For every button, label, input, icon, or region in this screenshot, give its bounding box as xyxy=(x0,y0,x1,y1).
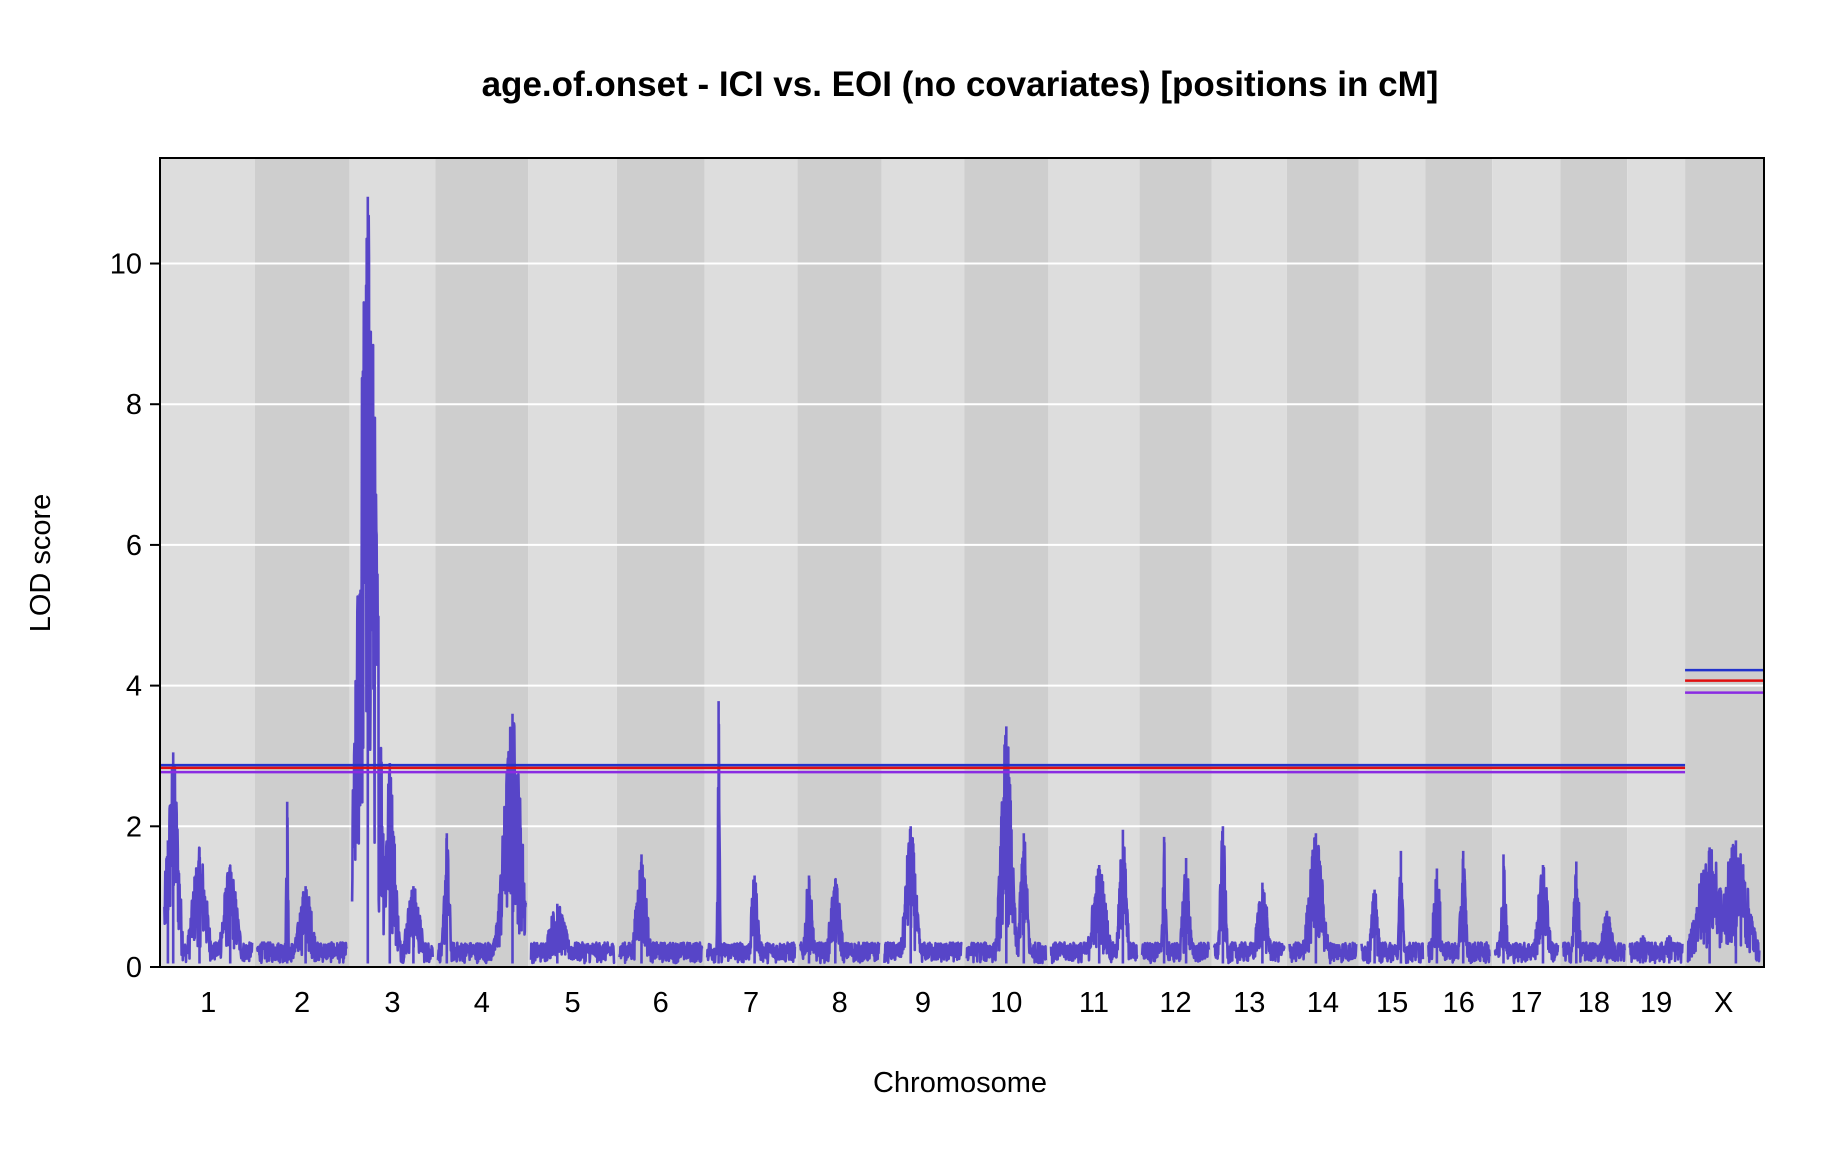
band-chr-11 xyxy=(1048,158,1140,967)
lod-trace-chr-6 xyxy=(618,854,704,965)
lod-trace-chr-17 xyxy=(1493,854,1560,965)
band-chr-5 xyxy=(528,158,617,967)
band-chr-18 xyxy=(1560,158,1628,967)
lod-trace-chr-2 xyxy=(256,801,348,965)
x-tick-label-chr-10: 10 xyxy=(990,987,1022,1019)
x-tick-label-chr-2: 2 xyxy=(294,987,310,1019)
band-chr-9 xyxy=(881,158,965,967)
x-tick-label-chr-18: 18 xyxy=(1578,987,1610,1019)
x-axis-ticks: 1 2 3 4 5 6 7 8 9 10 11 12 13 14 15 16 17 18 19 X xyxy=(200,987,1733,1019)
band-chr-15 xyxy=(1358,158,1426,967)
y-tick-label-4: 4 xyxy=(126,671,142,703)
lod-trace-chr-15 xyxy=(1360,850,1425,965)
lod-trace-chr-14 xyxy=(1288,833,1358,965)
threshold-lines xyxy=(160,668,1764,774)
band-chr-2 xyxy=(254,158,350,967)
lod-trace-chr-4 xyxy=(436,713,527,965)
band-chr-8 xyxy=(797,158,882,967)
x-tick-label-chr-16: 16 xyxy=(1443,987,1475,1019)
chart-title: age.of.onset - ICI vs. EOI (no covariate… xyxy=(482,65,1439,104)
lod-trace-group xyxy=(163,196,1761,965)
x-tick-label-chr-7: 7 xyxy=(743,987,759,1019)
plot-frame xyxy=(159,157,1765,968)
x-tick-label-chr-17: 17 xyxy=(1510,987,1542,1019)
x-tick-label-chr-9: 9 xyxy=(915,987,931,1019)
band-chr-16 xyxy=(1425,158,1493,967)
x-tick-label-chr-11: 11 xyxy=(1079,987,1109,1019)
x-tick-label-chr-1: 1 xyxy=(200,987,216,1019)
lod-trace-chr-11 xyxy=(1049,829,1139,965)
x-tick-label-chr-12: 12 xyxy=(1159,987,1191,1019)
x-tick-label-chr-6: 6 xyxy=(653,987,669,1019)
x-tick-label-chr-14: 14 xyxy=(1307,987,1339,1019)
lod-trace-chr-19 xyxy=(1628,935,1684,965)
band-chr-X xyxy=(1685,158,1764,967)
band-chr-19 xyxy=(1627,158,1686,967)
y-axis-ticks: 0 2 4 6 8 10 xyxy=(110,249,160,984)
x-tick-label-chr-8: 8 xyxy=(832,987,848,1019)
x-tick-label-chr-X: X xyxy=(1714,987,1733,1019)
band-chr-12 xyxy=(1139,158,1212,967)
lod-trace-chr-18 xyxy=(1561,861,1626,964)
x-tick-label-chr-3: 3 xyxy=(384,987,400,1019)
x-tick-label-chr-19: 19 xyxy=(1640,987,1672,1019)
lod-trace-chr-X xyxy=(1686,840,1761,964)
lod-trace-chr-7 xyxy=(705,701,797,965)
y-tick-label-10: 10 xyxy=(110,249,142,281)
lod-trace-chr-1 xyxy=(163,752,254,964)
lod-trace-chr-5 xyxy=(529,903,616,965)
lod-trace-chr-9 xyxy=(883,826,963,964)
lod-trace-chr-13 xyxy=(1212,826,1286,965)
y-tick-label-6: 6 xyxy=(126,530,142,562)
lod-trace-chr-12 xyxy=(1140,836,1211,965)
lod-trace-chr-3 xyxy=(350,196,434,964)
chromosome-bands xyxy=(160,158,1764,967)
band-chr-14 xyxy=(1286,158,1359,967)
x-tick-label-chr-13: 13 xyxy=(1233,987,1265,1019)
lod-trace-chr-16 xyxy=(1427,850,1491,965)
x-tick-label-chr-15: 15 xyxy=(1376,987,1408,1019)
band-chr-6 xyxy=(616,158,705,967)
x-axis-label: Chromosome xyxy=(873,1067,1047,1099)
x-tick-label-chr-5: 5 xyxy=(565,987,581,1019)
lod-trace-chr-8 xyxy=(798,875,881,965)
band-chr-17 xyxy=(1492,158,1561,967)
grid-lines xyxy=(160,262,1764,828)
y-tick-label-8: 8 xyxy=(126,389,142,421)
y-tick-label-2: 2 xyxy=(126,811,142,843)
y-tick-label-0: 0 xyxy=(126,952,142,984)
x-tick-label-chr-4: 4 xyxy=(474,987,490,1019)
y-axis-label: LOD score xyxy=(25,494,57,633)
